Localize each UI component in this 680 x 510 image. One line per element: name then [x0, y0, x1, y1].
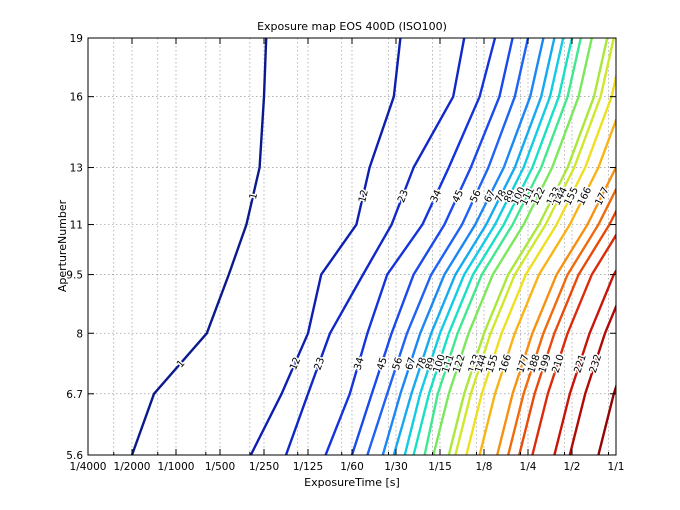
contour-line-177 [496, 164, 616, 455]
contour-line-1 [130, 38, 268, 455]
y-tick-label: 8 [76, 328, 83, 340]
contour-line-100 [412, 38, 574, 455]
contour-line-67 [381, 38, 545, 455]
x-axis-ticks: 1/4000 1/2000 1/1000 1/500 1/250 1/125 1/60 1/3… [70, 38, 625, 473]
contour-label-1: 1 [248, 192, 260, 201]
contour-label-34: 34 [353, 356, 367, 371]
contour-label-45: 45 [513, 0, 526, 3]
y-tick-label: 13 [70, 163, 83, 175]
x-tick-label: 1/1 [608, 461, 625, 473]
y-tick-label: 5.6 [66, 450, 83, 462]
y-tick-label: 19 [70, 33, 83, 45]
y-tick-label: 6.7 [66, 389, 83, 401]
contour-line-221 [553, 268, 616, 455]
contour-label-89: 89 [563, 0, 576, 3]
x-tick-label: 1/8 [476, 461, 493, 473]
x-tick-label: 1/4000 [70, 461, 107, 473]
contour-line-89 [403, 38, 565, 455]
contour-line-166 [478, 116, 616, 455]
contour-lines [130, 38, 680, 455]
x-tick-label: 1/125 [293, 461, 323, 473]
contour-label-78: 78 [555, 0, 568, 3]
y-axis-ticks: 5.6 6.7 8 9.5 11 13 16 19 [66, 33, 616, 462]
contour-line-111 [423, 38, 582, 455]
contour-line-45 [350, 38, 514, 455]
x-tick-label: 1/15 [428, 461, 452, 473]
chart-title: Exposure map EOS 400D (ISO100) [257, 20, 447, 33]
contour-line-199 [518, 208, 616, 455]
x-tick-label: 1/30 [384, 461, 408, 473]
contour-label-100: 100 [569, 0, 588, 3]
contour-line-12 [249, 38, 402, 455]
contour-line-144 [454, 38, 615, 455]
contour-label-122: 122 [589, 0, 608, 3]
contour-line-34 [324, 38, 497, 455]
contour-label-56: 56 [528, 0, 541, 3]
x-tick-label: 1/250 [249, 461, 279, 473]
x-tick-label: 1/2 [564, 461, 581, 473]
y-axis-label: ApertureNumber [56, 199, 69, 292]
contour-line-254 [625, 38, 680, 455]
contour-label-12: 12 [398, 0, 411, 3]
contour-line-210 [531, 233, 616, 455]
contour-line-56 [366, 38, 530, 455]
contour-label-111: 111 [578, 0, 597, 3]
x-tick-label: 1/1000 [158, 461, 195, 473]
contour-label-1: 1 [264, 0, 270, 3]
x-tick-label: 1/60 [340, 461, 364, 473]
contour-label-23: 23 [462, 0, 475, 3]
y-tick-label: 9.5 [66, 270, 83, 282]
y-tick-label: 16 [70, 92, 84, 104]
contour-label-34: 34 [495, 0, 508, 3]
contour-line-133 [447, 38, 609, 455]
contour-line-188 [507, 186, 616, 455]
x-tick-label: 1/4 [520, 461, 537, 473]
contour-line-78 [392, 38, 556, 455]
contour-label-67: 67 [544, 0, 557, 3]
contour-line-155 [465, 71, 616, 455]
contour-line-122 [432, 38, 593, 455]
y-tick-label: 11 [70, 220, 83, 232]
contour-line-23 [284, 38, 466, 455]
x-tick-label: 1/500 [205, 461, 235, 473]
x-axis-label: ExposureTime [s] [304, 476, 400, 489]
x-tick-label: 1/2000 [114, 461, 151, 473]
contour-line-232 [568, 303, 616, 455]
contour-label-12: 12 [357, 189, 371, 204]
